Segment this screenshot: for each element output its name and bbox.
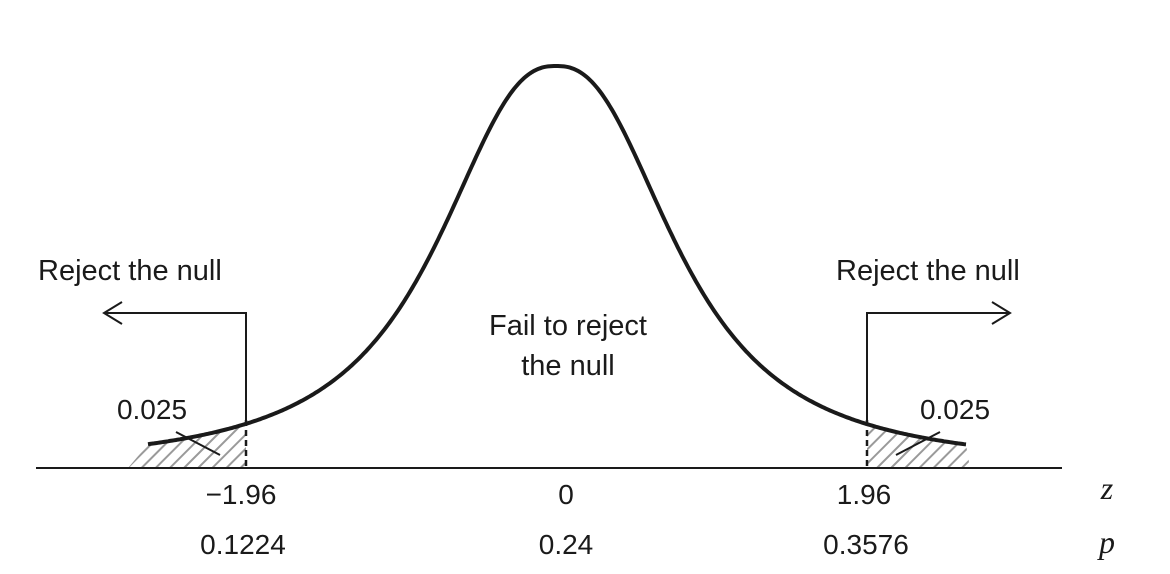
fail-to-reject-label-line2: the null bbox=[521, 350, 615, 382]
p-tick-label: 0.1224 bbox=[200, 529, 286, 560]
z-tick-label: 1.96 bbox=[837, 479, 892, 510]
right-tail-area-label: 0.025 bbox=[920, 394, 990, 425]
right-arrow-head-icon bbox=[991, 301, 1012, 325]
p-tick-label: 0.24 bbox=[539, 529, 594, 560]
right-reject-label: Reject the null bbox=[836, 255, 1020, 287]
z-axis-variable-label: z bbox=[1100, 470, 1114, 506]
left-reject-bracket bbox=[104, 312, 247, 420]
normal-distribution-curve bbox=[147, 64, 967, 447]
left-tail-shaded-region bbox=[128, 423, 246, 468]
p-tick-label: 0.3576 bbox=[823, 529, 909, 560]
z-tick-label: 0 bbox=[558, 479, 574, 510]
left-reject-label: Reject the null bbox=[38, 255, 222, 287]
left-tail-area-label: 0.025 bbox=[117, 394, 187, 425]
right-reject-bracket bbox=[866, 312, 1010, 420]
right-tail-shaded-region bbox=[867, 424, 970, 468]
right-area-leader-line bbox=[895, 431, 941, 456]
z-tick-label: −1.96 bbox=[206, 479, 277, 510]
p-axis-variable-label: p bbox=[1097, 524, 1115, 560]
left-arrow-head-icon bbox=[102, 301, 123, 325]
fail-to-reject-label-line1: Fail to reject bbox=[489, 310, 647, 342]
left-area-leader-line bbox=[175, 431, 221, 456]
